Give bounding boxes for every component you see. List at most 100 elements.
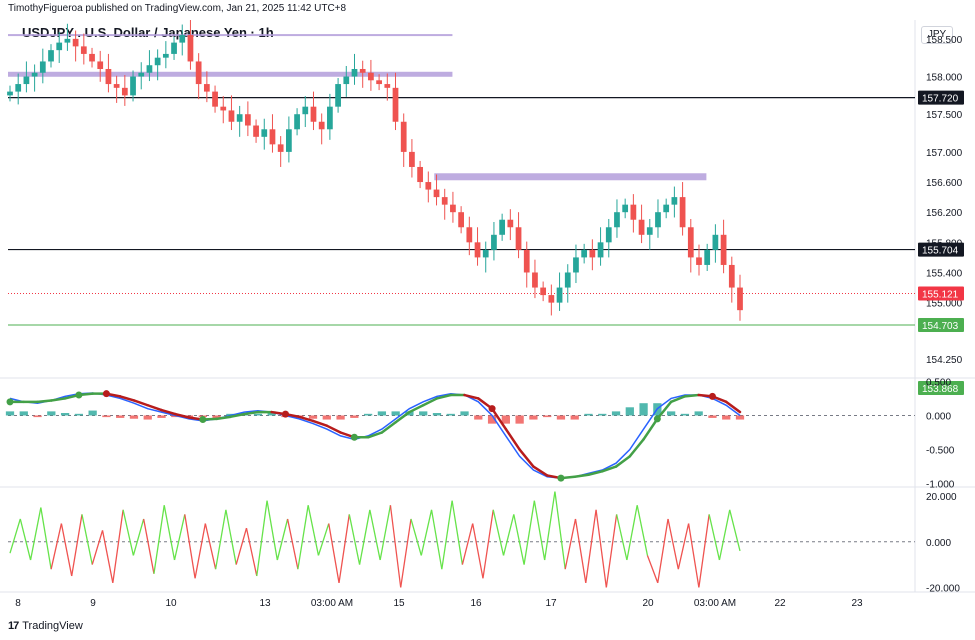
candle-body <box>704 249 711 265</box>
macd-histogram-bar <box>336 415 345 420</box>
oscillator-segment <box>9 518 21 554</box>
candle-body <box>548 295 555 303</box>
oscillator-segment <box>143 518 155 574</box>
price-tick-label: 156.600 <box>926 178 963 189</box>
candle-body <box>441 197 448 205</box>
price-label-badge <box>918 380 964 395</box>
oscillator-segment <box>266 500 278 561</box>
candle-body <box>236 114 243 122</box>
oscillator-segment <box>554 491 566 570</box>
candle-body <box>720 234 727 265</box>
brand-label: TradingView <box>22 620 83 632</box>
oscillator-segment <box>626 505 638 561</box>
macd-histogram-bar <box>515 415 524 424</box>
oscillator-segment <box>153 505 165 574</box>
signal-line-segment <box>490 407 508 431</box>
oscillator-segment <box>369 509 381 561</box>
candle-body <box>89 53 95 62</box>
symbol-title[interactable]: USDJPY . U.S. Dollar / Japanese Yen · 1h <box>22 25 274 40</box>
candle-body <box>482 249 489 258</box>
price-label-text: 155.704 <box>922 246 959 257</box>
candle-body <box>687 227 694 258</box>
macd-histogram-bar <box>735 415 745 420</box>
macd-histogram-bar <box>322 415 331 420</box>
currency-badge[interactable]: JPY <box>921 26 953 44</box>
candle-body <box>7 91 13 96</box>
macd-tick-label: 0.500 <box>926 377 951 388</box>
signal-line-segment <box>132 399 149 407</box>
signal-line-segment <box>614 455 632 468</box>
candle-body <box>737 287 743 311</box>
oscillator-segment <box>194 523 206 579</box>
oscillator-segment <box>338 514 350 583</box>
resistance-zone <box>8 71 453 77</box>
oscillator-segment <box>502 514 515 556</box>
candle-body <box>466 227 473 243</box>
oscillator-segment <box>595 509 607 588</box>
price-label-text: 155.121 <box>922 290 959 301</box>
signal-line-segment <box>174 412 191 419</box>
signal-line-segment <box>380 421 397 434</box>
candle-body <box>671 197 678 205</box>
macd-histogram-bar <box>543 415 552 418</box>
candle-body <box>121 87 128 96</box>
candle-body <box>392 87 399 122</box>
macd-histogram-bar <box>308 415 318 419</box>
candle-body <box>450 204 456 213</box>
macd-histogram-bar <box>722 415 731 420</box>
candle-body <box>622 204 629 213</box>
oscillator-segment <box>544 491 556 561</box>
signal-line-segment <box>504 427 521 451</box>
oscillator-segment <box>615 514 628 561</box>
candle-body <box>638 219 645 235</box>
candle-body <box>130 76 136 96</box>
cross-marker <box>653 415 661 423</box>
oscillator-segment <box>245 527 258 577</box>
oscillator-segment <box>348 514 361 565</box>
time-axis-label: 16 <box>470 598 482 609</box>
candle-body <box>540 287 547 296</box>
candle-body <box>146 65 153 73</box>
signal-line-segment <box>463 393 480 400</box>
macd-histogram-bar <box>60 413 70 416</box>
oscillator-segment <box>379 505 392 561</box>
candle-body <box>302 106 309 115</box>
oscillator-segment <box>132 518 145 556</box>
candle-body <box>556 287 563 303</box>
oscillator-segment <box>225 509 237 565</box>
macd-histogram-bar <box>625 407 634 416</box>
candle-body <box>663 204 670 213</box>
price-label-badge <box>918 90 964 105</box>
resistance-zone <box>434 173 707 181</box>
oscillator-segment <box>173 514 186 561</box>
time-axis-label: 20 <box>642 598 654 609</box>
signal-line-segment <box>297 415 315 423</box>
candle-body <box>261 129 268 137</box>
candle-body <box>696 257 702 265</box>
macd-histogram-bar <box>446 413 455 416</box>
candle-body <box>203 84 210 92</box>
candle-body <box>343 76 350 85</box>
macd-histogram-bar <box>267 411 276 416</box>
candle-body <box>97 61 104 69</box>
tradingview-logo[interactable]: 17 TradingView <box>8 620 83 632</box>
candle-body <box>220 106 227 111</box>
macd-histogram-bar <box>102 415 111 418</box>
candle-body <box>48 50 54 62</box>
oscillator-segment <box>163 505 176 561</box>
signal-line-segment <box>669 395 687 404</box>
candle-body <box>64 38 71 43</box>
oscillator-segment <box>91 530 104 565</box>
candle-body <box>327 106 333 130</box>
candle-body <box>23 76 30 85</box>
macd-histogram-bar <box>47 411 56 416</box>
oscillator-segment <box>677 523 690 570</box>
signal-line-segment <box>683 393 700 398</box>
macd-histogram-bar <box>33 415 42 418</box>
signal-line-segment <box>421 397 439 407</box>
oscillator-segment <box>513 514 525 565</box>
oscillator-segment <box>646 555 659 584</box>
signal-line-segment <box>229 412 246 419</box>
oscillator-segment <box>461 523 474 565</box>
